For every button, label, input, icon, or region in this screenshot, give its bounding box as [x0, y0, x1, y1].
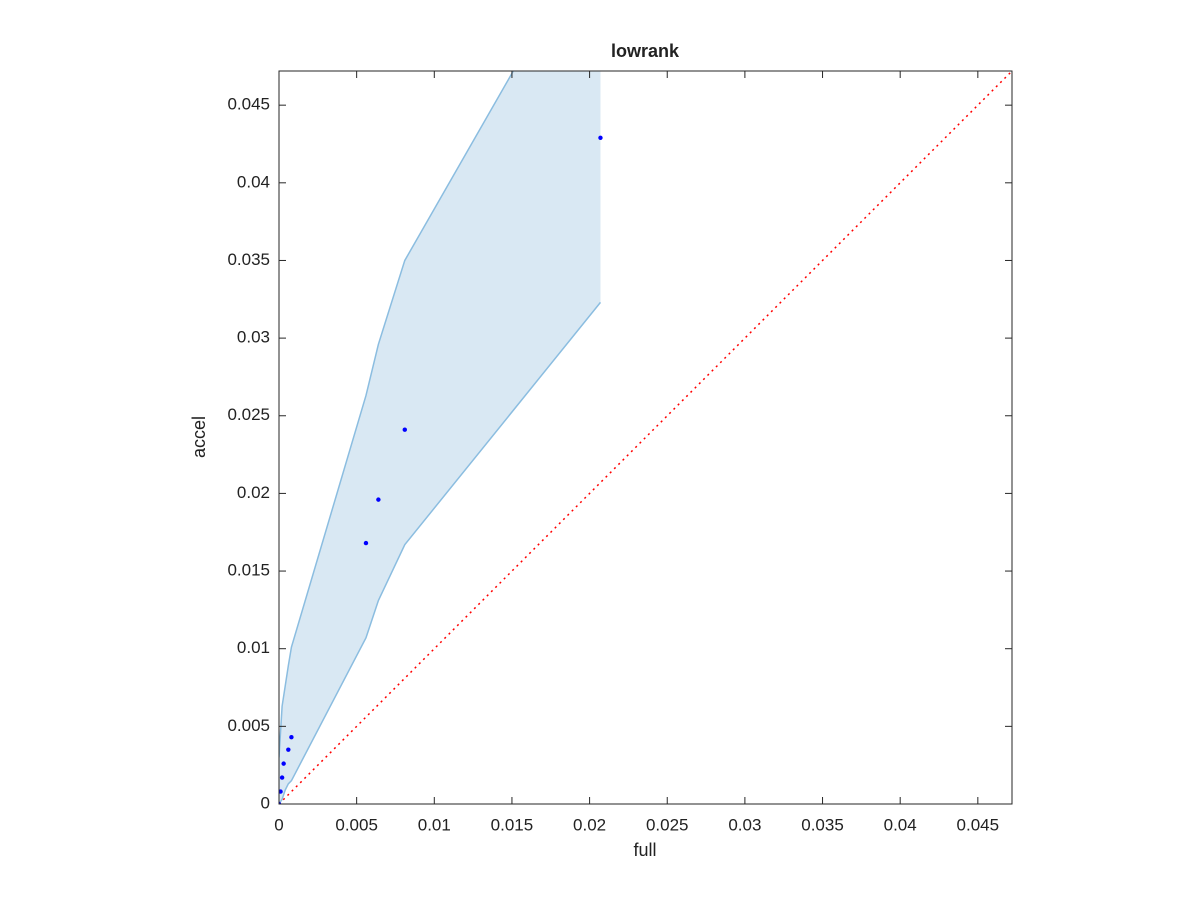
x-tick-label: 0	[274, 815, 283, 834]
y-tick-label: 0.005	[227, 716, 270, 735]
y-axis-label: accel	[189, 416, 209, 458]
band-edge	[279, 71, 515, 758]
point	[286, 747, 291, 752]
point	[402, 427, 407, 432]
y-tick-label: 0.04	[237, 172, 270, 191]
x-axis-label: full	[633, 840, 656, 860]
x-tick-label: 0.03	[728, 815, 761, 834]
y-tick-label: 0.025	[227, 405, 270, 424]
plot-area	[279, 71, 1012, 804]
x-tick-label: 0.02	[573, 815, 606, 834]
point	[279, 789, 283, 794]
point	[279, 801, 282, 804]
point	[289, 735, 294, 740]
x-tick-label: 0.025	[646, 815, 689, 834]
point	[281, 761, 286, 766]
y-tick-label: 0.01	[237, 638, 270, 657]
point	[279, 775, 285, 780]
y-tick-label: 0	[261, 793, 270, 812]
point	[598, 135, 603, 140]
band-fill	[279, 71, 601, 804]
y-tick-label: 0.035	[227, 250, 270, 269]
y-tick-label: 0.03	[237, 328, 270, 347]
x-tick-label: 0.045	[957, 815, 1000, 834]
y-tick-label: 0.02	[237, 483, 270, 502]
y-tick-label: 0.015	[227, 561, 270, 580]
x-tick-label: 0.015	[491, 815, 534, 834]
x-tick-label: 0.005	[335, 815, 378, 834]
x-tick-label: 0.01	[418, 815, 451, 834]
band-edge	[279, 301, 602, 804]
x-tick-label: 0.04	[884, 815, 917, 834]
axes-box	[278, 70, 1013, 805]
x-tick-label: 0.035	[801, 815, 844, 834]
point	[363, 540, 369, 546]
point	[376, 497, 381, 502]
y-tick-label: 0.045	[227, 95, 270, 114]
chart-title: lowrank	[611, 41, 680, 61]
